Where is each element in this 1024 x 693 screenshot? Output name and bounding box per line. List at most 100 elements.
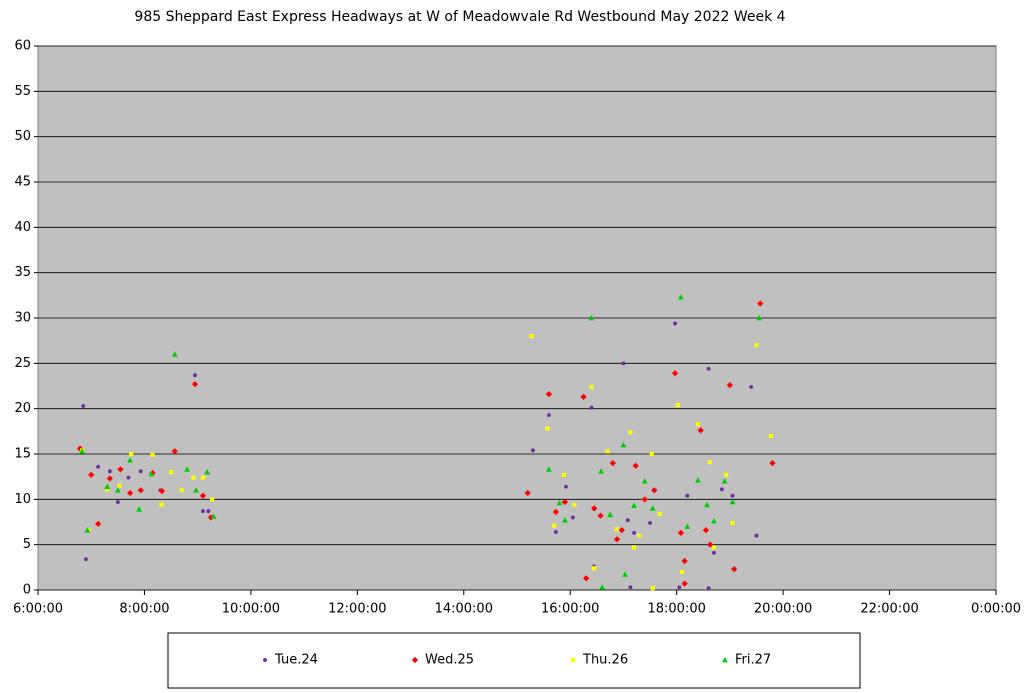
point (105, 487, 110, 492)
legend-box (167, 632, 861, 689)
point (731, 566, 738, 573)
point (171, 448, 178, 455)
point (96, 464, 101, 469)
point (589, 405, 594, 410)
point (622, 571, 628, 577)
point (632, 462, 639, 469)
point (210, 513, 217, 519)
point (191, 475, 196, 480)
point (138, 469, 143, 474)
point (681, 580, 688, 587)
point (127, 457, 133, 463)
point (545, 426, 550, 431)
x-tick-label: 20:00:00 (754, 602, 812, 617)
point (599, 584, 606, 590)
point (95, 520, 102, 527)
point (697, 427, 704, 434)
x-tick-label: 12:00:00 (328, 602, 386, 617)
point (724, 472, 729, 477)
point (115, 500, 120, 505)
point (201, 509, 205, 514)
point (84, 527, 91, 533)
point (553, 530, 558, 534)
point (757, 300, 764, 307)
point (191, 381, 199, 388)
point (729, 498, 736, 505)
y-tick-label: 55 (14, 84, 31, 99)
point (81, 403, 86, 408)
y-tick-label: 25 (14, 356, 31, 371)
point (158, 488, 166, 495)
point (159, 502, 164, 507)
point (598, 468, 604, 474)
point (546, 413, 551, 417)
point (572, 502, 577, 507)
point (552, 508, 559, 516)
point (749, 384, 754, 389)
point (83, 557, 88, 562)
legend-label: Fri.27 (735, 653, 771, 668)
point (649, 451, 654, 457)
point (184, 466, 190, 472)
y-tick-label: 50 (14, 129, 31, 144)
point (613, 536, 621, 543)
point (707, 541, 714, 548)
x-tick-label: 8:00:00 (119, 602, 169, 617)
point (556, 499, 563, 506)
x-tick-label: 14:00:00 (435, 602, 493, 617)
point (628, 585, 633, 590)
point (769, 459, 776, 467)
point (136, 506, 142, 512)
x-tick-label: 10:00:00 (222, 602, 280, 617)
point (632, 530, 637, 535)
x-tick-label: 0:00:00 (971, 602, 1021, 617)
point (702, 527, 710, 534)
point (711, 545, 717, 550)
point (545, 391, 553, 398)
y-tick-label: 15 (14, 447, 31, 462)
point (193, 487, 199, 493)
point (704, 501, 710, 508)
point (531, 448, 535, 453)
legend-marker (722, 656, 728, 663)
legend-label: Wed.25 (425, 653, 474, 668)
point (650, 586, 655, 591)
point (756, 314, 763, 321)
point (707, 460, 712, 465)
point (607, 511, 613, 518)
point (591, 505, 598, 512)
point (76, 445, 84, 452)
point (678, 294, 684, 300)
point (679, 569, 685, 574)
y-tick-label: 10 (14, 492, 31, 507)
point (150, 452, 155, 457)
point (706, 586, 711, 591)
point (583, 575, 590, 582)
point (597, 512, 604, 519)
legend-marker (411, 656, 419, 664)
point (609, 459, 616, 467)
point (628, 430, 633, 435)
point (589, 384, 594, 389)
legend-marker (263, 658, 267, 662)
point (632, 545, 637, 550)
point (625, 518, 630, 523)
point (592, 566, 597, 571)
point (621, 361, 626, 366)
point (126, 475, 131, 480)
point (137, 487, 144, 494)
point (529, 334, 534, 339)
point (711, 550, 716, 555)
legend-marker (570, 657, 576, 663)
point (204, 469, 211, 475)
point (206, 509, 211, 514)
point (675, 402, 680, 408)
point (695, 477, 701, 483)
point (129, 451, 134, 457)
x-tick-label: 6:00:00 (13, 602, 63, 617)
point (209, 497, 215, 502)
chart-title: 985 Sheppard East Express Headways at W … (134, 9, 785, 25)
point (721, 478, 728, 484)
point (104, 483, 111, 489)
